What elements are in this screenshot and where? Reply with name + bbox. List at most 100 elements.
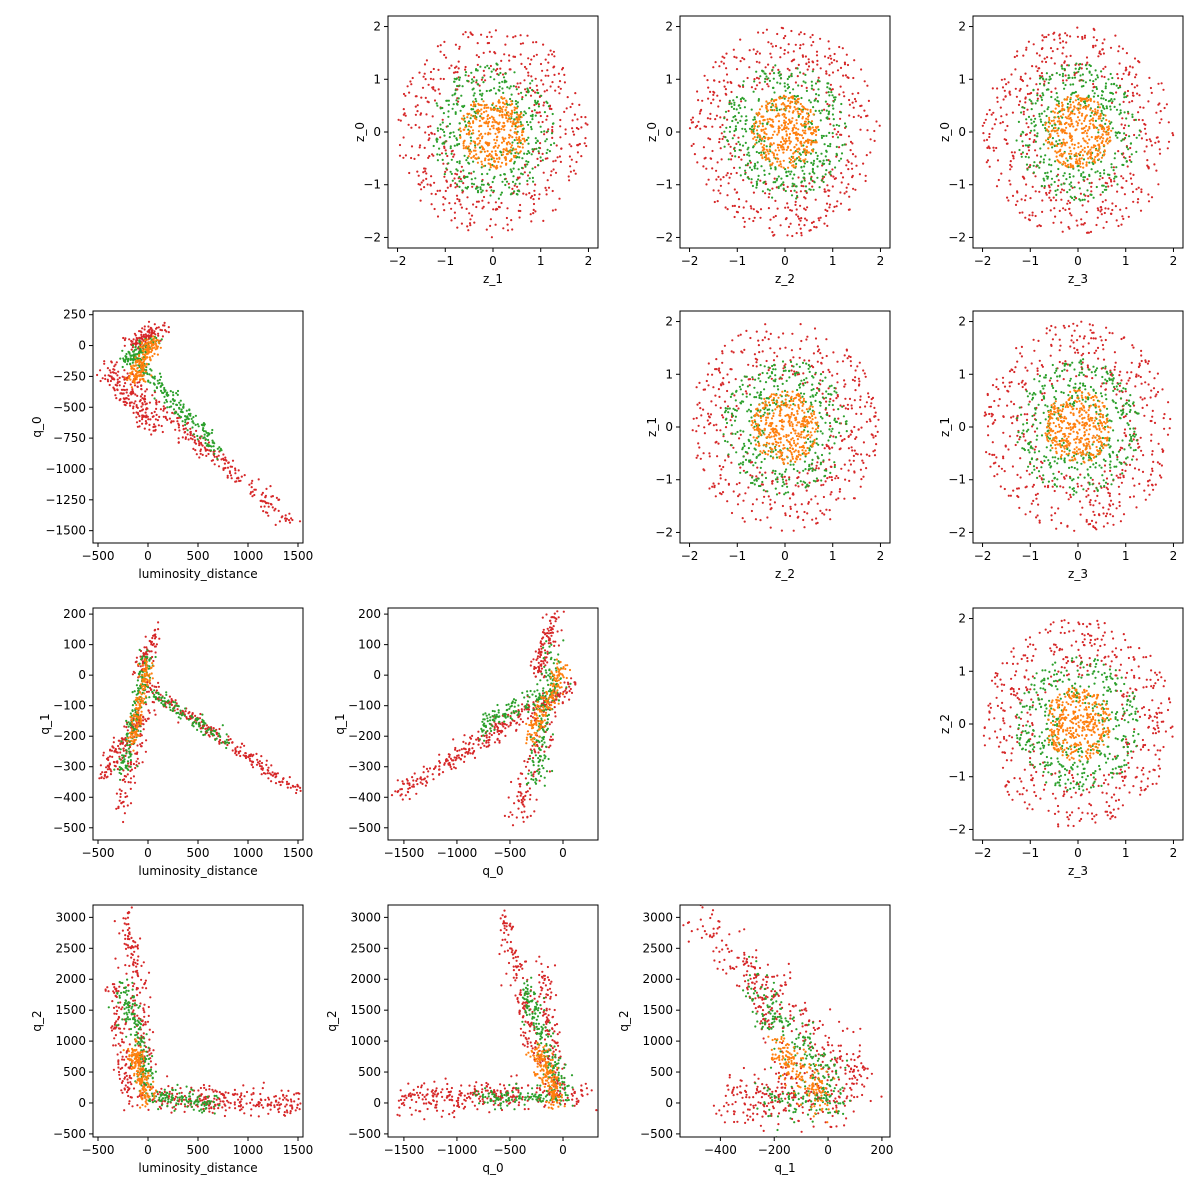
data-point [222,457,225,460]
data-point [1114,34,1117,37]
data-point [1100,70,1103,73]
data-point [410,156,413,160]
data-point [462,147,465,150]
data-point [742,206,745,209]
data-point [766,102,770,106]
data-point [815,54,819,57]
data-point [506,143,509,146]
data-point [416,104,419,107]
data-point [150,342,154,345]
data-point [1131,91,1134,94]
data-point [1112,169,1115,172]
data-point [526,163,529,166]
data-point [537,164,540,167]
data-point [1038,54,1041,57]
data-point [470,172,473,175]
data-point [476,191,480,194]
data-point [136,357,139,360]
data-point [1050,90,1053,93]
data-point [754,52,758,56]
data-point [470,114,473,117]
data-point [1070,120,1073,123]
data-point [996,96,999,99]
data-point [1052,196,1055,199]
data-point [457,100,460,103]
data-point [166,406,169,409]
data-point [820,136,824,139]
data-point [447,99,450,102]
data-point [251,479,254,482]
data-point [1115,84,1118,87]
data-point [830,57,833,60]
data-point [1047,106,1050,109]
data-point [237,476,240,479]
data-point [1043,84,1046,87]
data-point [427,83,430,86]
data-point [790,95,793,99]
data-point [160,338,163,341]
data-point [797,155,801,159]
data-point [533,103,536,107]
data-point [723,145,726,148]
data-point [1049,134,1052,138]
data-point [1091,117,1095,120]
data-point [1005,142,1009,145]
data-point [99,379,102,383]
data-point [480,33,483,36]
data-point [755,210,759,213]
data-point [1068,207,1071,211]
data-point [818,109,821,112]
data-point [747,146,750,149]
data-point [137,351,140,354]
data-point [445,179,448,182]
data-point [211,428,214,432]
data-point [472,170,475,173]
data-point [810,87,814,90]
data-point [1113,172,1116,175]
data-point [519,113,522,116]
data-point [762,119,765,122]
data-point [719,192,722,195]
data-point [450,219,453,222]
data-point [1062,138,1065,141]
data-point [738,166,741,169]
data-point [148,373,151,376]
data-point [772,86,775,89]
data-point [435,140,439,143]
data-point [1108,176,1111,180]
data-point [539,62,543,66]
data-point [1158,121,1161,124]
data-point [530,58,533,61]
data-point [777,186,780,190]
data-point [800,166,803,169]
data-point [556,156,559,159]
data-point [558,197,561,200]
data-point [1113,105,1116,108]
data-point [849,149,852,152]
data-point [1084,107,1087,110]
data-point [512,55,515,58]
data-point [284,517,287,520]
data-point [528,192,531,195]
data-point [134,400,137,403]
data-point [464,65,467,69]
data-point [805,86,808,89]
data-point [1058,123,1061,126]
data-point [777,146,780,149]
data-point [808,99,811,102]
data-point [514,35,517,38]
data-point [822,159,825,162]
data-point [234,480,237,483]
data-point [1076,35,1079,38]
data-point [1033,161,1036,164]
data-point [450,150,453,153]
data-point [757,178,760,181]
data-point [772,77,775,80]
data-point [1084,81,1087,84]
data-point [1092,82,1095,86]
data-point [1160,82,1163,85]
data-point [828,131,831,134]
data-point [778,143,781,147]
data-point [788,110,791,113]
data-point [841,47,844,50]
